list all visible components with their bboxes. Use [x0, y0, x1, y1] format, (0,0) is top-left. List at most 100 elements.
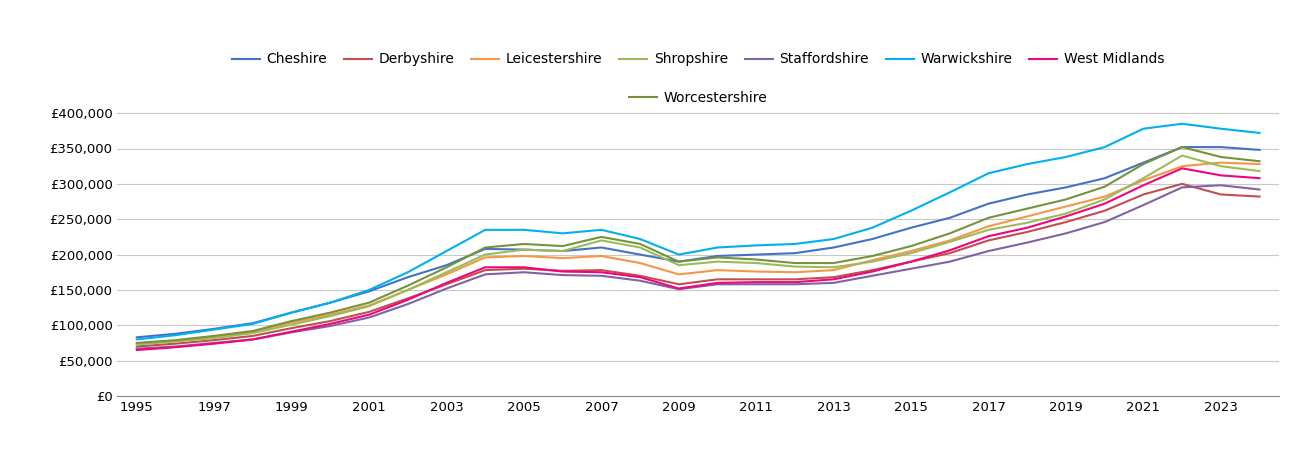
Line: West Midlands: West Midlands	[137, 168, 1259, 350]
West Midlands	[438, 280, 454, 286]
Shropshire	[1096, 197, 1112, 202]
Shropshire	[903, 251, 919, 256]
Warwickshire	[826, 236, 842, 242]
Leicestershire	[361, 303, 377, 308]
Staffordshire	[361, 315, 377, 320]
Shropshire	[1019, 220, 1035, 225]
Cheshire	[942, 215, 958, 220]
Line: Shropshire: Shropshire	[137, 156, 1259, 344]
Worcestershire	[438, 265, 454, 270]
Cheshire	[1174, 144, 1190, 150]
Worcestershire	[1096, 184, 1112, 189]
Derbyshire	[322, 318, 338, 324]
Derbyshire	[942, 251, 958, 256]
Derbyshire	[399, 296, 415, 301]
Leicestershire	[322, 312, 338, 317]
Staffordshire	[517, 270, 532, 275]
Staffordshire	[942, 259, 958, 264]
Derbyshire	[1058, 219, 1074, 225]
Cheshire	[361, 288, 377, 294]
Leicestershire	[129, 341, 145, 346]
Worcestershire	[399, 283, 415, 288]
Shropshire	[478, 252, 493, 257]
Shropshire	[555, 248, 570, 254]
West Midlands	[322, 321, 338, 327]
Warwickshire	[322, 300, 338, 306]
Derbyshire	[517, 266, 532, 271]
Line: Staffordshire: Staffordshire	[137, 185, 1259, 349]
Leicestershire	[206, 334, 222, 339]
Staffordshire	[555, 272, 570, 278]
Cheshire	[865, 236, 881, 242]
Warwickshire	[748, 243, 763, 248]
Warwickshire	[710, 245, 726, 250]
West Midlands	[555, 269, 570, 274]
Line: Warwickshire: Warwickshire	[137, 124, 1259, 339]
Worcestershire	[826, 261, 842, 266]
West Midlands	[283, 329, 299, 334]
Leicestershire	[555, 256, 570, 261]
Worcestershire	[245, 328, 261, 333]
West Midlands	[478, 265, 493, 270]
Staffordshire	[594, 273, 609, 279]
Leicestershire	[903, 248, 919, 254]
West Midlands	[129, 347, 145, 353]
Cheshire	[1212, 144, 1228, 150]
Staffordshire	[438, 286, 454, 291]
Warwickshire	[168, 333, 184, 338]
Leicestershire	[1135, 178, 1151, 183]
West Midlands	[245, 337, 261, 342]
Staffordshire	[322, 323, 338, 328]
Cheshire	[438, 262, 454, 268]
West Midlands	[1058, 214, 1074, 219]
Derbyshire	[981, 238, 997, 243]
Warwickshire	[903, 208, 919, 213]
Warwickshire	[245, 321, 261, 327]
Leicestershire	[594, 253, 609, 259]
Derbyshire	[865, 267, 881, 273]
Derbyshire	[748, 277, 763, 282]
Leicestershire	[1096, 194, 1112, 199]
Warwickshire	[129, 337, 145, 342]
Worcestershire	[1212, 154, 1228, 160]
Staffordshire	[399, 302, 415, 307]
Shropshire	[1212, 163, 1228, 169]
Cheshire	[1096, 176, 1112, 181]
Worcestershire	[361, 300, 377, 306]
Leicestershire	[399, 287, 415, 292]
Leicestershire	[865, 257, 881, 263]
Leicestershire	[1019, 214, 1035, 219]
Leicestershire	[1212, 160, 1228, 165]
West Midlands	[981, 234, 997, 239]
West Midlands	[594, 270, 609, 275]
Derbyshire	[478, 267, 493, 273]
Staffordshire	[478, 272, 493, 277]
Shropshire	[361, 303, 377, 309]
Leicestershire	[826, 267, 842, 273]
Worcestershire	[517, 241, 532, 247]
Shropshire	[1058, 211, 1074, 216]
Staffordshire	[1096, 219, 1112, 225]
Cheshire	[399, 274, 415, 280]
Cheshire	[1058, 184, 1074, 190]
Warwickshire	[865, 225, 881, 230]
Leicestershire	[710, 267, 726, 273]
Shropshire	[865, 259, 881, 264]
Staffordshire	[787, 282, 803, 287]
West Midlands	[826, 277, 842, 282]
Cheshire	[594, 245, 609, 250]
Leicestershire	[942, 238, 958, 243]
Derbyshire	[1019, 229, 1035, 234]
West Midlands	[517, 265, 532, 270]
Staffordshire	[1019, 240, 1035, 245]
West Midlands	[399, 297, 415, 302]
Leicestershire	[168, 338, 184, 343]
Worcestershire	[981, 215, 997, 220]
West Midlands	[787, 279, 803, 285]
West Midlands	[865, 269, 881, 274]
Cheshire	[168, 331, 184, 337]
Warwickshire	[942, 189, 958, 195]
Worcestershire	[632, 241, 647, 247]
Worcestershire	[1174, 144, 1190, 150]
Worcestershire	[1251, 158, 1267, 164]
